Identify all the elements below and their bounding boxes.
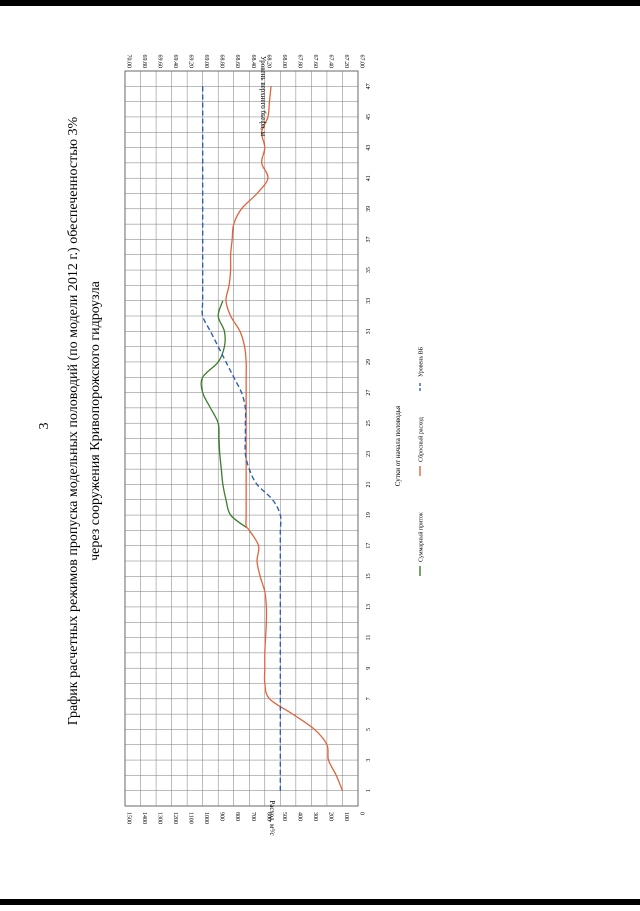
tick-label-x: 3 [366,759,372,762]
tick-label-left: 1400 [141,812,147,824]
tick-label-x: 15 [366,573,372,579]
x-axis-ticks: 1357911131517192123252729313335373941434… [366,83,372,792]
plot-area [124,70,359,807]
tick-label-left: 300 [312,812,318,821]
legend-label: Сбросный расход [418,417,425,462]
tick-label-left: 700 [250,812,256,821]
tick-label-right: 69.20 [188,55,194,69]
tick-label-x: 43 [366,145,372,151]
tick-label-x: 37 [366,236,372,242]
tick-label-x: 35 [366,267,372,273]
tick-label-left: 1500 [126,812,132,824]
tick-label-left: 1000 [203,812,209,824]
tick-label-x: 27 [366,390,372,396]
tick-label-x: 21 [366,481,372,487]
tick-label-x: 31 [366,328,372,334]
tick-label-left: 1200 [172,812,178,824]
tick-label-x: 1 [366,789,372,792]
page-number: 3 [37,423,52,430]
legend-label: Суммарный приток [418,512,425,562]
tick-label-right: 69.60 [157,55,163,69]
tick-label-x: 45 [366,114,372,120]
tick-label-left: 200 [327,812,333,821]
tick-label-x: 7 [366,697,372,700]
tick-label-left: 900 [219,812,225,821]
tick-label-x: 11 [366,635,372,641]
legend: Суммарный приток Сбросный расход Уровень В… [418,346,425,576]
tick-label-right: 68.40 [250,55,256,69]
tick-label-left: 0 [359,812,365,815]
tick-label-x: 9 [366,667,372,670]
series-line-2 [225,86,344,791]
tick-label-left: 800 [234,812,240,821]
tick-label-right: 68.80 [219,55,225,69]
tick-label-right: 67.20 [343,55,349,69]
right-axis-ticks: 67.00 67.20 67.40 67.60 67.80 68.00 68.20 68.40… [126,55,365,69]
tick-label-left: 100 [343,812,349,821]
series-line-1 [200,300,247,528]
tick-label-x: 25 [366,420,372,426]
tick-label-left: 600 [265,812,271,821]
tick-label-right: 69.00 [203,55,209,69]
tick-label-right: 67.40 [327,55,333,69]
tick-label-x: 41 [366,175,372,181]
tick-label-right: 67.80 [296,55,302,69]
tick-label-right: 69.80 [141,55,147,69]
chart-title-line2: через сооружения Кривопорожского гидроуз… [88,280,103,561]
legend-label: Уровень ВБ [419,346,425,377]
tick-label-x: 39 [366,206,372,212]
tick-label-left: 500 [281,812,287,821]
tick-label-right: 70.00 [126,55,132,69]
y-axis-label-right: Уровень верхнего бьефа, м [259,56,267,137]
tick-label-x: 23 [366,451,372,457]
y-axis-label-left: Расход, м³/с [268,800,276,835]
tick-label-right: 68.00 [281,55,287,69]
tick-label-right: 69.40 [172,55,178,69]
series-layer [200,86,344,791]
x-axis-label: Сутки от начала половодья [394,405,402,486]
left-axis-ticks: 0 100 200 300 400 500 600 700 800 900 1000 1100 1200… [126,812,365,824]
tick-label-x: 13 [366,604,372,610]
tick-label-x: 29 [366,359,372,365]
tick-label-x: 19 [366,512,372,518]
tick-label-x: 33 [366,298,372,304]
chart-title-line1: График расчетных режимов пропуска модель… [66,116,81,725]
tick-label-left: 400 [296,812,302,821]
tick-label-left: 1300 [157,812,163,824]
tick-label-x: 17 [366,543,372,549]
tick-label-right: 68.60 [234,55,240,69]
chart: 3 График расчетных режимов пропуска моде… [37,55,425,836]
tick-label-right: 67.00 [359,55,365,69]
tick-label-x: 5 [366,728,372,731]
header-group: 3 График расчетных режимов пропуска моде… [37,116,103,725]
series-line-3 [201,86,282,791]
tick-label-x: 47 [366,83,372,89]
tick-label-left: 1100 [188,812,194,824]
tick-label-right: 68.20 [265,55,271,69]
tick-label-right: 67.60 [312,55,318,69]
